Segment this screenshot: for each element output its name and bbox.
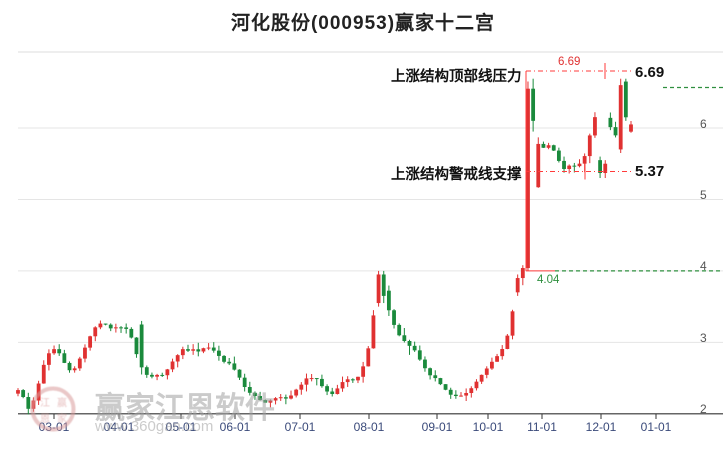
svg-text:赢: 赢 xyxy=(57,396,67,409)
svg-text:家: 家 xyxy=(57,412,67,425)
svg-text:恩: 恩 xyxy=(40,413,50,425)
svg-text:江: 江 xyxy=(40,397,50,409)
